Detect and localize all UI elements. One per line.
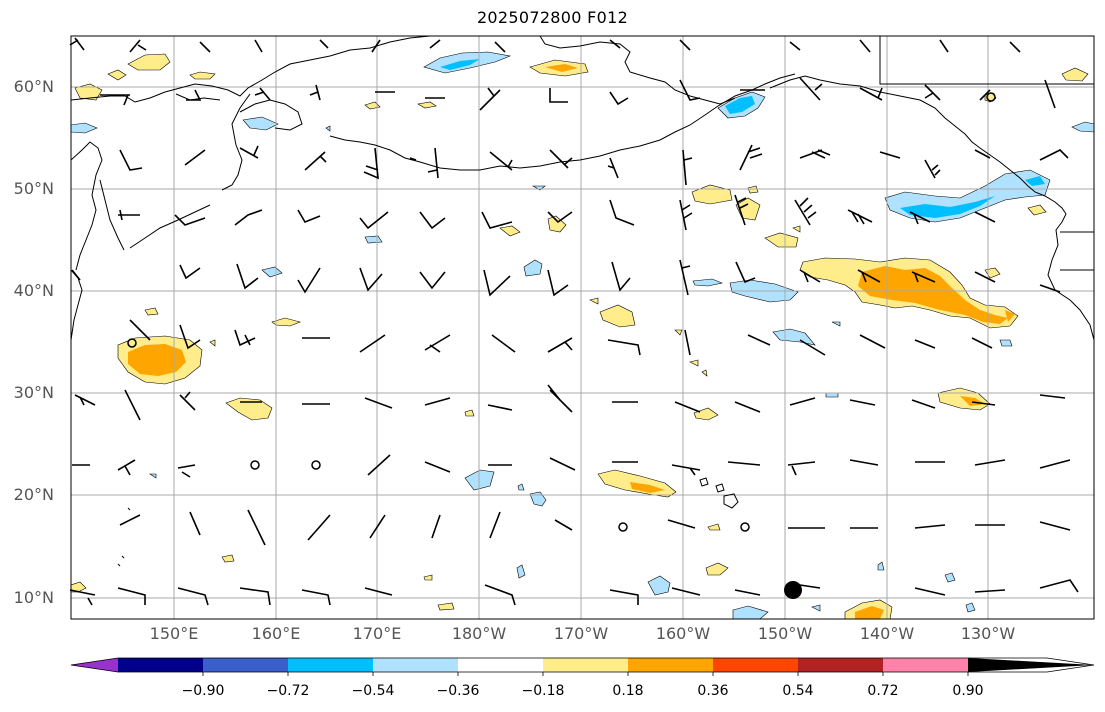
- colorbar-tick-label: −0.90: [181, 683, 225, 699]
- wind-barbs: [69, 37, 1079, 606]
- colorbar-segment: [458, 658, 543, 672]
- location-marker: [784, 581, 802, 599]
- chart-title: 2025072800 F012: [476, 8, 629, 27]
- lon-label-170w: 170°W: [553, 624, 609, 643]
- map-area: [71, 36, 1094, 619]
- lon-label-170e: 170°E: [352, 624, 402, 643]
- lat-label-60n: 60°N: [13, 77, 54, 96]
- colorbar-segment: [883, 658, 968, 672]
- map-frame: [70, 35, 1095, 620]
- colorbar-segment: [798, 658, 883, 672]
- lon-label-160e: 160°E: [251, 624, 301, 643]
- lat-label-20n: 20°N: [13, 485, 54, 504]
- colorbar-segment: [968, 658, 1094, 672]
- colorbar-segment: [71, 658, 118, 672]
- lon-label-130w: 130°W: [960, 624, 1016, 643]
- colorbar-tick-label: 0.54: [782, 683, 814, 699]
- calm-markers: [127, 92, 996, 532]
- coastlines: [71, 36, 1094, 567]
- colorbar-tick-label: −0.36: [436, 683, 480, 699]
- colorbar-tick-label: −0.18: [521, 683, 565, 699]
- lon-label-180w: 180°W: [451, 624, 507, 643]
- lon-label-160w: 160°W: [655, 624, 711, 643]
- colorbar-segment: [373, 658, 458, 672]
- colorbar-tick-label: 0.72: [867, 683, 899, 699]
- lat-label-50n: 50°N: [13, 179, 54, 198]
- colorbar-segment: [288, 658, 373, 672]
- lon-label-150w: 150°W: [757, 624, 813, 643]
- colorbar-segment: [628, 658, 713, 672]
- lat-label-30n: 30°N: [13, 383, 54, 402]
- lat-label-40n: 40°N: [13, 281, 54, 300]
- lon-label-140w: 140°W: [859, 624, 915, 643]
- colorbar-segment: [203, 658, 288, 672]
- colorbar-tick-label: 0.36: [697, 683, 729, 699]
- graticule: [71, 36, 1094, 619]
- colorbar-tick-label: 0.90: [952, 683, 984, 699]
- lat-label-10n: 10°N: [13, 588, 54, 607]
- colorbar-segment: [543, 658, 628, 672]
- colorbar-tick-label: −0.54: [351, 683, 395, 699]
- contours-blue: [440, 59, 1045, 218]
- colorbar-tick-label: 0.18: [612, 683, 644, 699]
- colorbar-segment: [118, 658, 203, 672]
- colorbar-segment: [713, 658, 798, 672]
- colorbar-tick-label: −0.72: [266, 683, 310, 699]
- colorbar: [70, 657, 1095, 676]
- lon-label-150e: 150°E: [149, 624, 199, 643]
- contours-orange: [128, 64, 1015, 619]
